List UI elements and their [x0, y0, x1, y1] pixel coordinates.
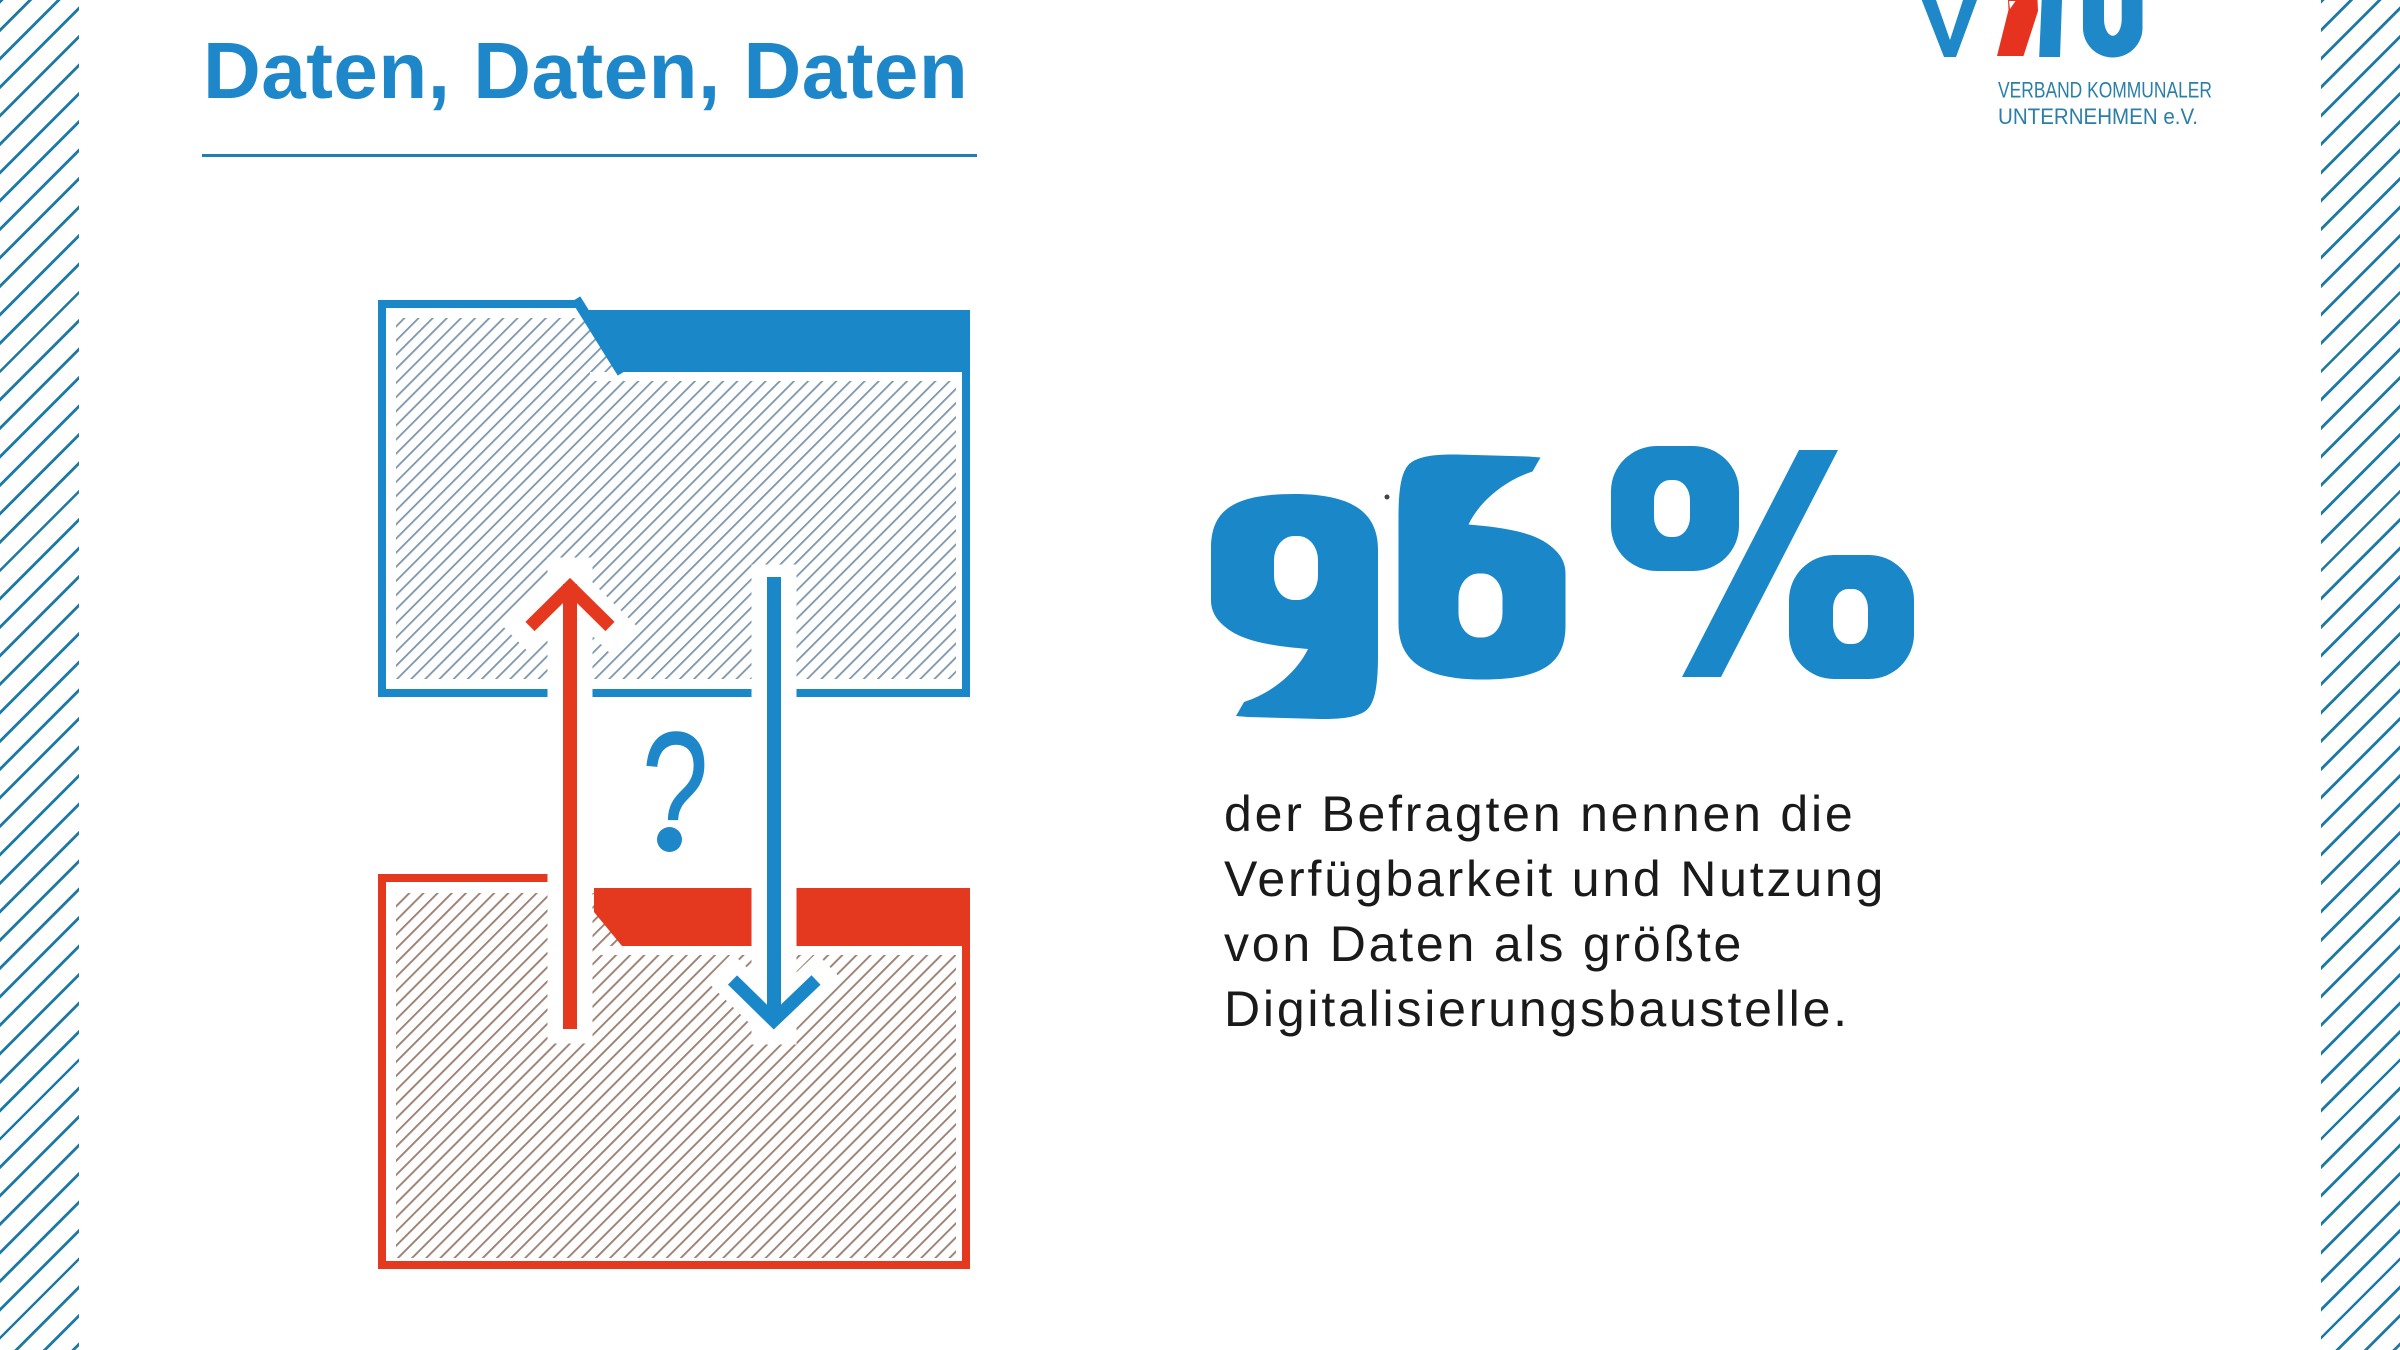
svg-text:VERBAND KOMMUNALER: VERBAND KOMMUNALER: [1998, 78, 2212, 103]
svg-text:UNTERNEHMEN e.V.: UNTERNEHMEN e.V.: [1998, 104, 2198, 129]
svg-text:?: ?: [642, 696, 709, 889]
